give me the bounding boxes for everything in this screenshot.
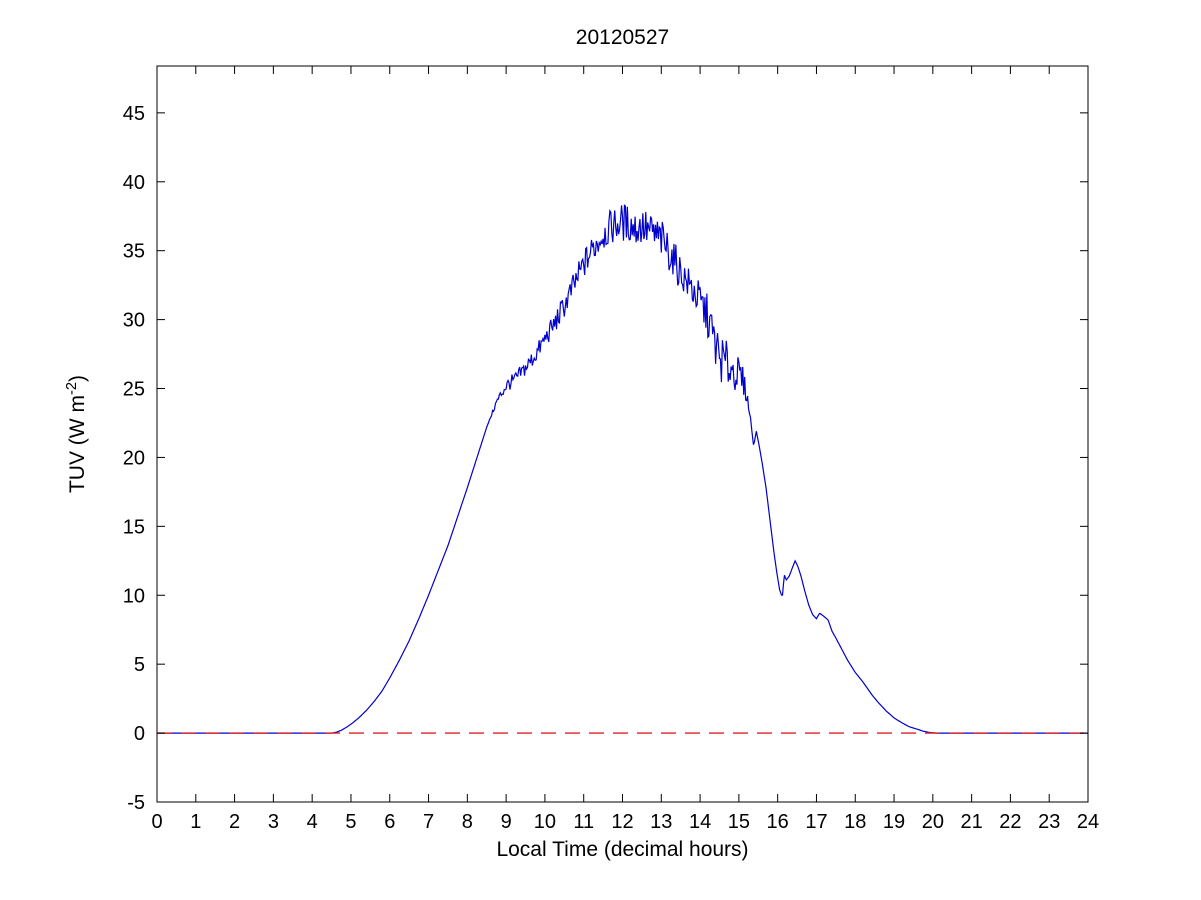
x-tick-label: 3 [268, 811, 279, 833]
x-tick-label: 5 [345, 811, 356, 833]
x-tick-label: 10 [534, 811, 556, 833]
y-tick-label: 5 [134, 654, 145, 676]
axes-box [156, 65, 1089, 803]
x-tick-label: 7 [423, 811, 434, 833]
x-tick-label: 11 [573, 811, 594, 833]
x-tick-label: 14 [689, 811, 711, 833]
data-series-layer [157, 204, 1088, 734]
x-tick-label: 16 [767, 811, 789, 833]
x-tick-label: 12 [611, 811, 633, 833]
y-tick-label: 25 [123, 379, 145, 401]
x-tick-label: 8 [462, 811, 473, 833]
x-tick-label: 20 [922, 811, 944, 833]
x-tick-label: 6 [384, 811, 395, 833]
tuv-data-line [157, 204, 1088, 734]
x-tick-label: 4 [307, 811, 318, 833]
y-tick-label: 35 [123, 241, 145, 263]
y-axis-label: TUV (W m-2) [64, 66, 92, 802]
x-tick-label: 13 [650, 811, 672, 833]
y-tick-label: 15 [123, 516, 145, 538]
x-tick-label: 22 [999, 811, 1021, 833]
x-tick-label: 9 [501, 811, 512, 833]
x-tick-label: 17 [805, 811, 827, 833]
x-tick-label: 23 [1038, 811, 1060, 833]
x-tick-label: 18 [844, 811, 866, 833]
tick-label-layer: 0 1 2 3 4 5 6 7 8 9 10 11 12 13 14 15 16 17 18 19 20 21 22 23 24… [123, 103, 1099, 833]
x-axis-label: Local Time (decimal hours) [496, 838, 749, 861]
y-tick-label: 30 [123, 310, 145, 332]
y-tick-label: -5 [127, 792, 145, 814]
y-tick-label: 10 [123, 585, 145, 607]
y-tick-label: 45 [123, 103, 145, 125]
axes-layer [156, 65, 1089, 803]
y-axis-label-text: TUV (W m [66, 395, 89, 494]
x-tick-label: 1 [190, 811, 201, 833]
x-tick-label: 21 [961, 811, 983, 833]
y-axis-label-suffix: ) [66, 374, 89, 382]
x-tick-label: 2 [229, 811, 240, 833]
x-tick-label: 19 [883, 811, 905, 833]
x-tick-label: 24 [1077, 811, 1099, 833]
x-tick-label: 0 [151, 811, 162, 833]
y-axis-label-superscript: -2 [64, 381, 80, 396]
y-tick-label: 0 [134, 723, 145, 745]
y-tick-label: 20 [123, 447, 145, 469]
y-tick-label: 40 [123, 172, 145, 194]
x-tick-label: 15 [728, 811, 750, 833]
chart-title: 20120527 [575, 26, 670, 49]
